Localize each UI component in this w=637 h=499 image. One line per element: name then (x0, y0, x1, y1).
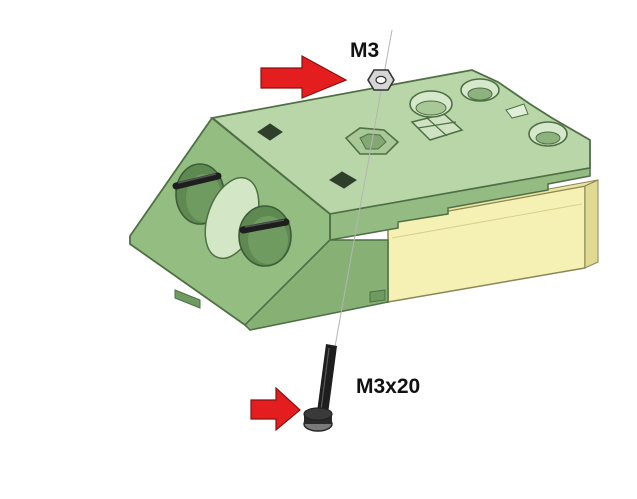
right-arrow-icon (250, 386, 301, 432)
terminal-pin-right (239, 218, 290, 234)
right-arrow-icon (260, 54, 348, 99)
m3x20-screw (303, 344, 337, 432)
screw-callout-label: M3x20 (356, 375, 421, 398)
nut-callout-label: M3 (350, 39, 380, 62)
terminal-pin-left (172, 172, 222, 190)
terminal-block-housing (129, 69, 591, 331)
m3-nut (367, 69, 395, 91)
